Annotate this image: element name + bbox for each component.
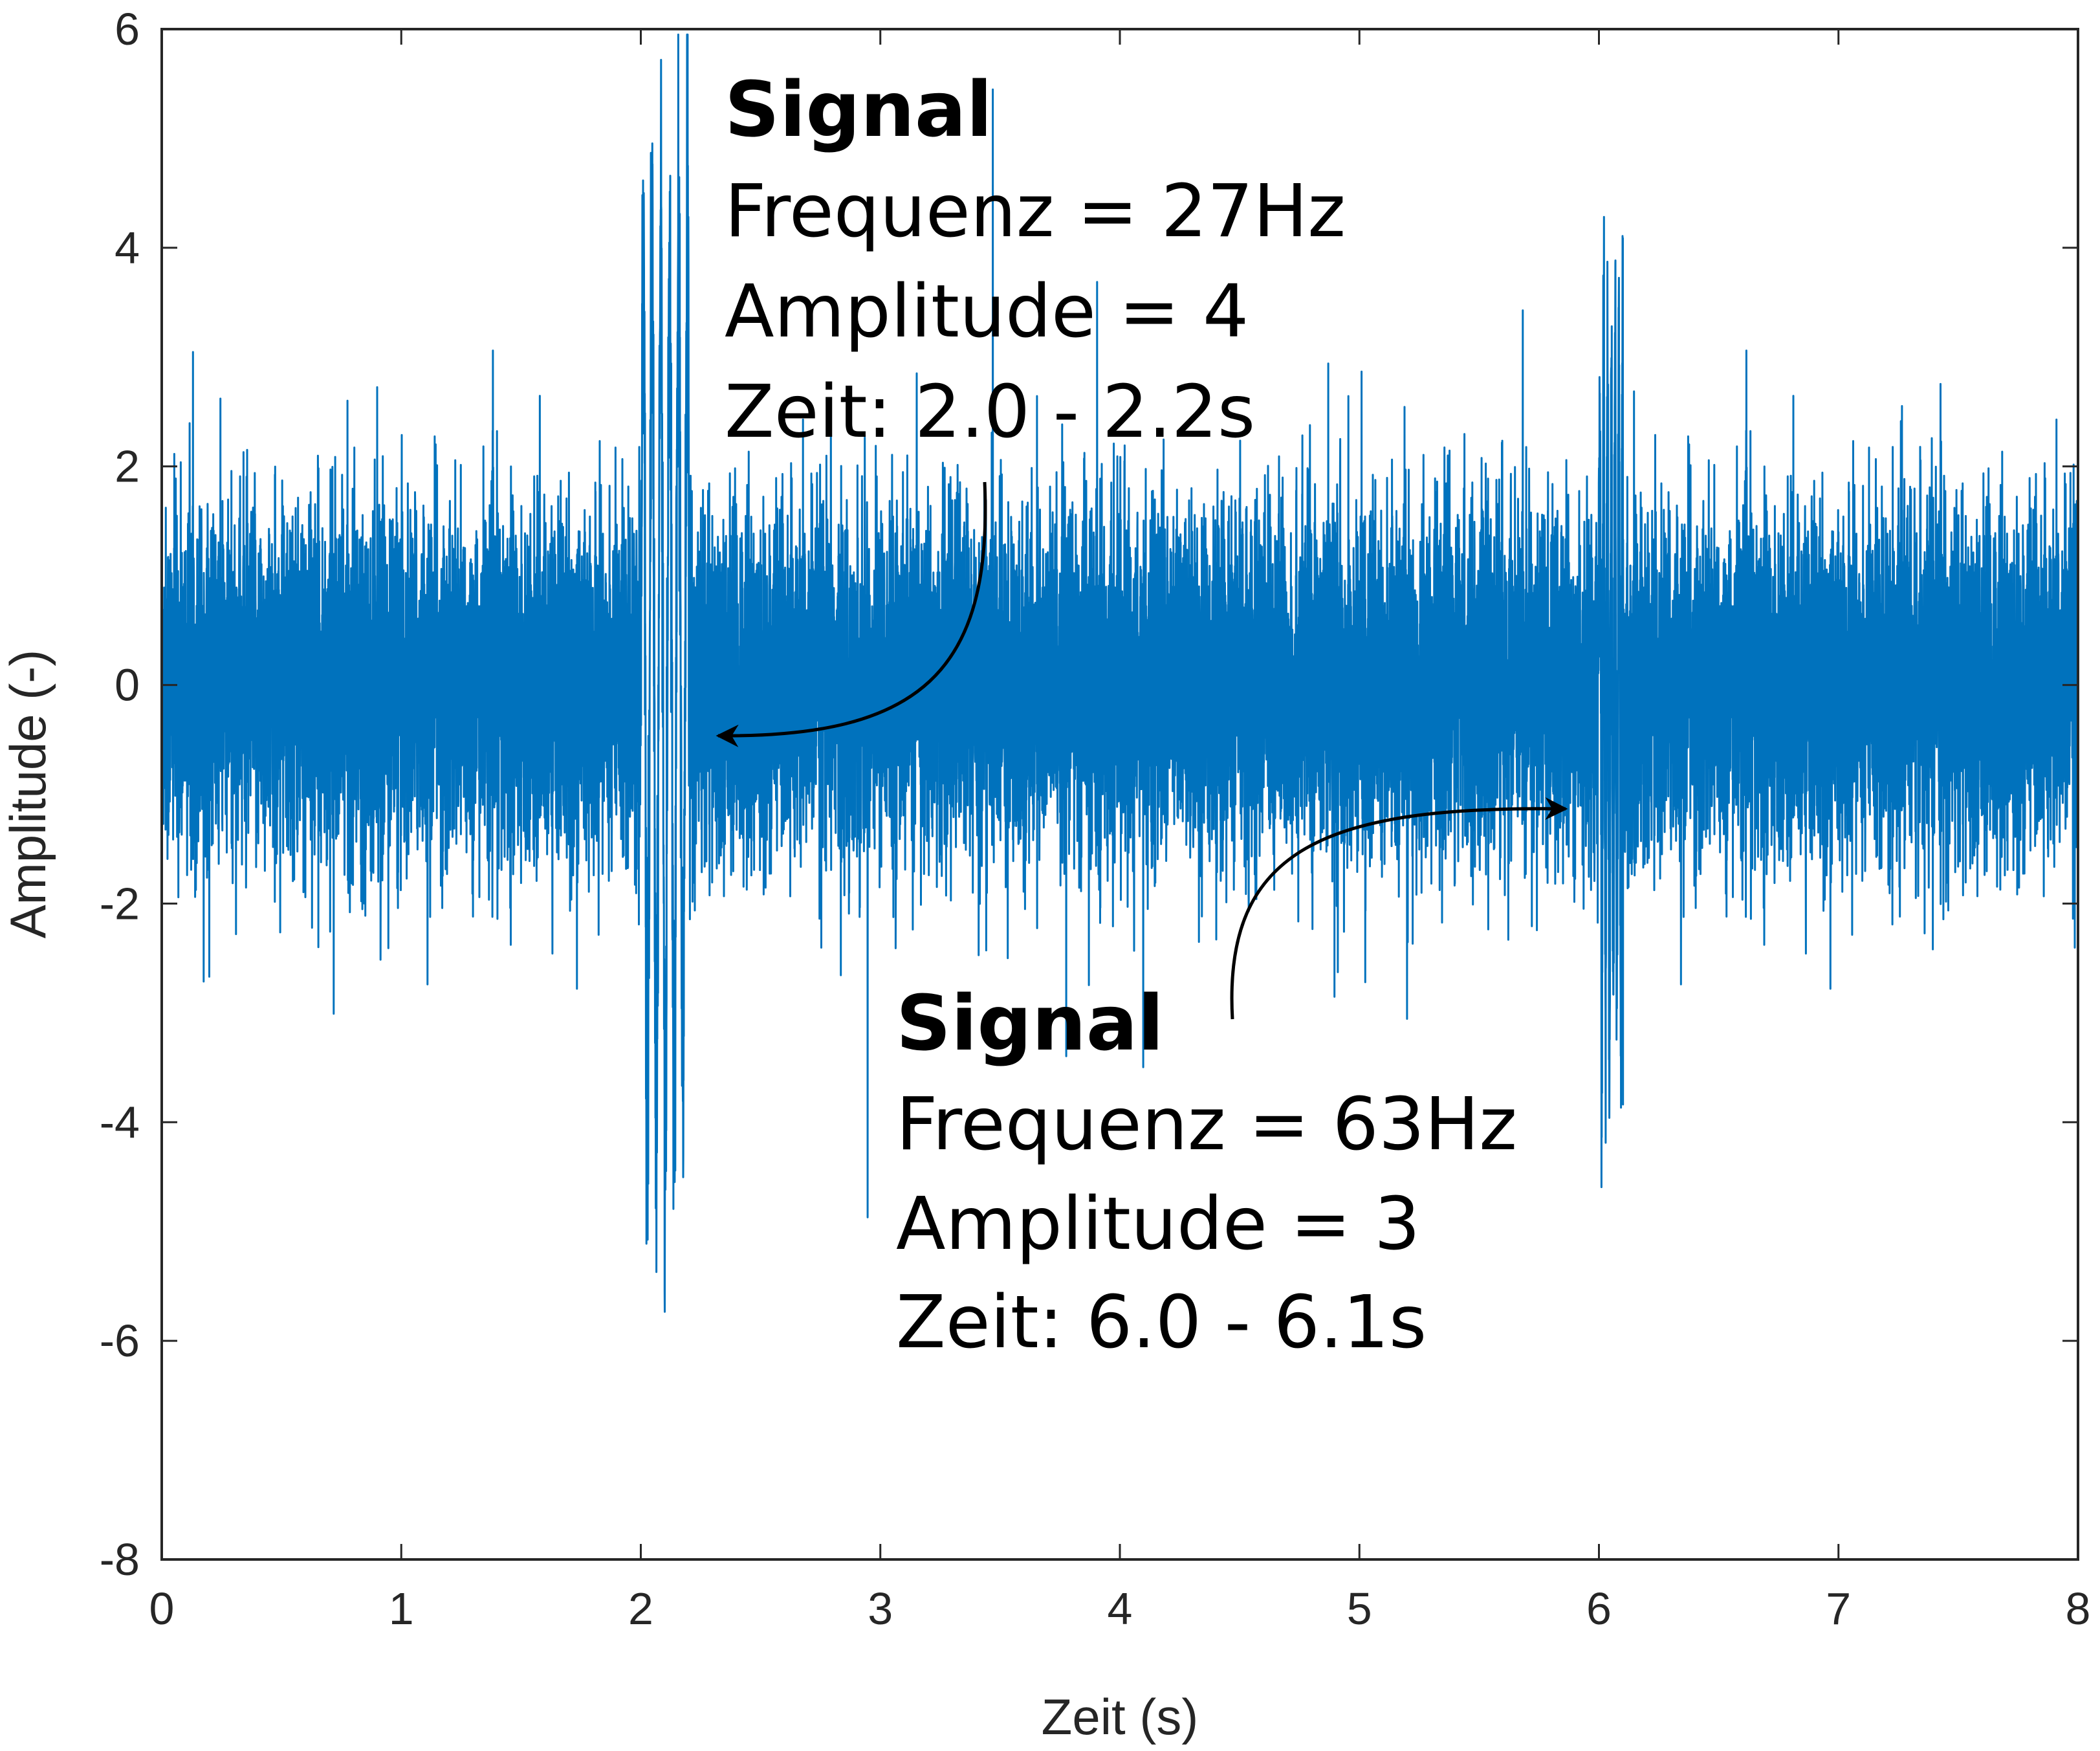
x-tick-label: 8 <box>2066 1583 2091 1634</box>
signal-line <box>162 33 2078 1313</box>
y-tick-label: -8 <box>100 1534 140 1585</box>
x-tick-label: 1 <box>389 1583 414 1634</box>
y-tick-label: -2 <box>100 878 140 929</box>
signal-series <box>162 33 2078 1313</box>
annotation-signal-1: Signal Frequenz = 27Hz Amplitude = 4 Zei… <box>716 65 1346 747</box>
y-axis-label: Amplitude (-) <box>0 650 56 938</box>
annotation-2-arrow <box>1230 797 1568 1020</box>
y-axis-ticks: 6 4 2 0 -2 -4 -6 -8 <box>100 4 2078 1585</box>
annotation-1-arrow <box>716 481 987 747</box>
annotation-1-amplitude: Amplitude = 4 <box>725 270 1249 354</box>
annotation-signal-2: Signal Frequenz = 63Hz Amplitude = 3 Zei… <box>896 797 1568 1365</box>
y-tick-label: 0 <box>115 660 140 710</box>
annotation-1-frequency: Frequenz = 27Hz <box>725 170 1346 254</box>
y-tick-label: 2 <box>115 441 140 492</box>
annotation-2-title: Signal <box>896 978 1164 1068</box>
annotation-1-title: Signal <box>725 65 992 154</box>
x-tick-label: 2 <box>628 1583 653 1634</box>
x-tick-label: 7 <box>1826 1583 1851 1634</box>
y-tick-label: -4 <box>100 1097 140 1147</box>
y-tick-label: 4 <box>115 223 140 273</box>
x-axis-label: Zeit (s) <box>1042 1688 1199 1745</box>
x-tick-label: 3 <box>868 1583 893 1634</box>
y-tick-label: -6 <box>100 1316 140 1366</box>
annotation-1-time: Zeit: 2.0 - 2.2s <box>725 370 1255 454</box>
annotation-2-frequency: Frequenz = 63Hz <box>896 1083 1517 1167</box>
x-tick-label: 5 <box>1347 1583 1372 1634</box>
y-tick-label: 6 <box>115 4 140 54</box>
x-tick-label: 0 <box>149 1583 175 1634</box>
annotation-2-time: Zeit: 6.0 - 6.1s <box>896 1281 1427 1365</box>
x-tick-label: 4 <box>1108 1583 1133 1634</box>
x-axis-ticks: 0 1 2 3 4 5 6 7 8 <box>149 29 2091 1634</box>
annotation-2-amplitude: Amplitude = 3 <box>896 1182 1420 1266</box>
x-tick-label: 6 <box>1586 1583 1612 1634</box>
